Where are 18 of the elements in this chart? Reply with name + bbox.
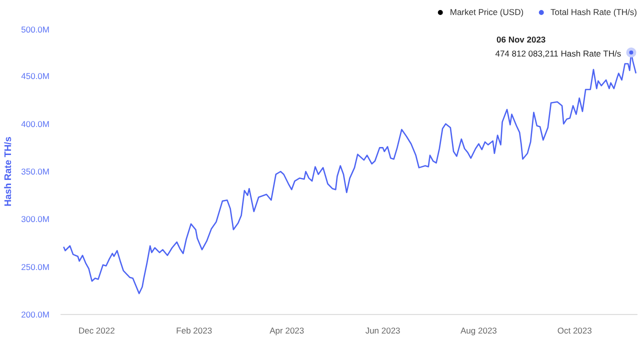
y-tick-label: 200.0M (21, 310, 50, 320)
x-tick-label: Oct 2023 (557, 326, 592, 336)
annotation: 06 Nov 2023 (496, 34, 546, 44)
y-axis-title: Hash Rate TH/s (3, 136, 14, 206)
y-tick-label: 250.0M (21, 262, 50, 272)
y-tick-label: 400.0M (21, 118, 50, 129)
y-tick-label: 450.0M (21, 71, 50, 82)
y-tick-label: 500.0M (21, 24, 50, 34)
legend-label: Market Price (USD) (450, 7, 524, 17)
x-tick-label: Dec 2022 (78, 326, 116, 336)
x-tick-label: Apr 2023 (270, 326, 304, 336)
annotation: 474 812 083,211 Hash Rate TH/s (495, 48, 622, 59)
legend-label: Total Hash Rate (TH/s) (550, 7, 637, 17)
x-tick-label: Feb 2023 (176, 326, 212, 336)
y-tick-label: 300.0M (21, 214, 50, 224)
x-tick-label: Aug 2023 (460, 326, 498, 336)
x-tick-label: Jun 2023 (365, 326, 401, 336)
y-tick-label: 350.0M (21, 166, 50, 176)
